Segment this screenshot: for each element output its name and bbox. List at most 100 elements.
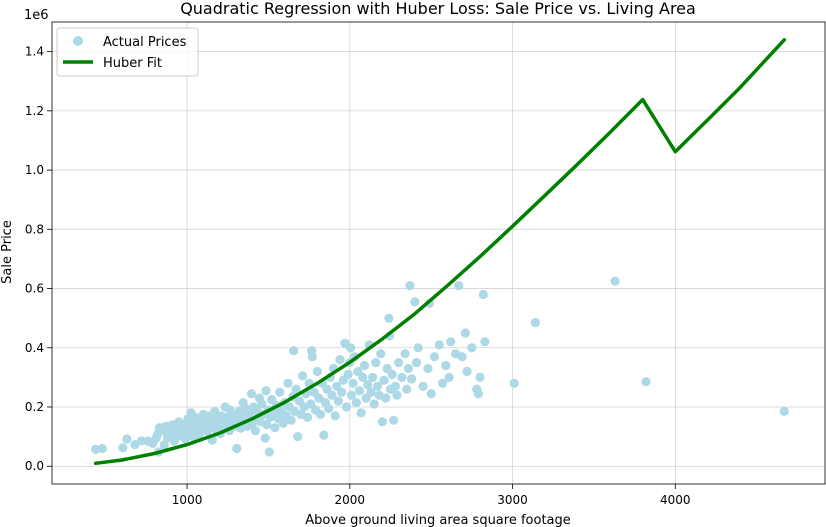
data-point: [298, 371, 308, 381]
x-axis-ticks: 1000 2000 3000 4000: [172, 484, 691, 507]
data-point: [434, 340, 444, 350]
data-point: [410, 297, 420, 307]
data-point: [377, 417, 387, 427]
y-tick-label: 0.6: [25, 282, 44, 296]
fit-line-series: [93, 38, 787, 466]
data-point: [327, 390, 337, 400]
x-tick-label: 3000: [497, 493, 528, 507]
data-point: [289, 346, 299, 356]
data-point: [286, 415, 296, 425]
data-point: [118, 443, 128, 453]
data-point: [275, 387, 285, 397]
data-point: [509, 378, 519, 388]
data-point: [372, 381, 383, 391]
data-point: [402, 384, 412, 394]
data-point: [454, 281, 464, 291]
axes: [51, 21, 826, 485]
data-point: [366, 387, 376, 397]
data-point: [429, 352, 439, 362]
data-point: [278, 418, 288, 428]
data-point: [324, 403, 334, 414]
data-point: [358, 372, 368, 382]
data-point: [136, 436, 147, 446]
legend: Actual Prices Huber Fit: [56, 27, 199, 77]
data-point: [314, 393, 324, 403]
legend-box: [56, 27, 199, 77]
data-point: [418, 381, 428, 391]
data-point: [403, 363, 413, 374]
data-point: [319, 430, 329, 440]
x-tick-label: 2000: [335, 493, 366, 507]
data-point: [446, 337, 456, 347]
data-point: [438, 378, 448, 388]
data-point: [337, 387, 347, 397]
data-point: [97, 443, 107, 454]
data-point: [293, 432, 303, 442]
data-point: [478, 289, 488, 300]
legend-label-huber-fit: Huber Fit: [103, 56, 162, 71]
legend-marker-actual-prices: [73, 36, 83, 46]
data-point: [348, 378, 358, 388]
x-tick-label: 4000: [660, 493, 691, 507]
y-tick-label: 0.8: [25, 222, 44, 236]
data-point: [343, 369, 353, 379]
data-point: [261, 386, 271, 396]
data-point: [355, 386, 365, 396]
axes-frame: [51, 21, 826, 485]
data-point: [312, 366, 322, 377]
data-point: [91, 444, 101, 454]
data-point: [392, 390, 402, 400]
data-point: [779, 406, 789, 416]
data-point: [302, 412, 313, 422]
y-tick-label: 1.0: [25, 163, 44, 177]
legend-label-actual-prices: Actual Prices: [103, 35, 187, 50]
data-point: [390, 381, 400, 391]
data-point: [260, 433, 270, 443]
data-point: [368, 372, 378, 382]
data-point: [351, 398, 361, 408]
y-offset-label: 1e6: [24, 8, 49, 23]
y-tick-label: 0.4: [25, 341, 44, 355]
huber-fit-line: [93, 38, 787, 466]
data-point: [641, 377, 651, 387]
data-point: [475, 372, 485, 382]
data-point: [384, 313, 394, 323]
data-point: [423, 363, 433, 374]
data-point: [346, 343, 356, 353]
data-point: [369, 399, 379, 409]
data-point: [480, 337, 490, 347]
data-point: [397, 372, 407, 382]
data-point: [441, 360, 451, 371]
data-point: [315, 409, 326, 419]
data-point: [610, 276, 620, 286]
data-point: [413, 343, 423, 353]
data-point: [467, 343, 477, 353]
data-point: [333, 396, 343, 406]
data-point: [457, 352, 467, 362]
data-point: [379, 375, 389, 385]
data-point: [530, 318, 540, 328]
data-point: [359, 360, 370, 371]
y-axis-label: Sale Price: [0, 220, 15, 284]
data-point: [444, 372, 454, 382]
data-point: [291, 384, 301, 394]
x-tick-label: 1000: [172, 493, 203, 507]
data-point: [335, 355, 345, 365]
data-point: [426, 389, 436, 399]
grid-lines: [52, 22, 825, 484]
data-point: [462, 366, 472, 377]
data-point: [473, 389, 483, 399]
data-point: [363, 380, 373, 390]
data-point: [250, 426, 260, 436]
data-point: [246, 389, 256, 399]
data-point: [376, 349, 386, 359]
data-point: [330, 411, 340, 421]
data-point: [264, 447, 274, 457]
data-point: [405, 281, 415, 291]
chart-title: Quadratic Regression with Huber Loss: Sa…: [180, 0, 696, 18]
data-point: [307, 352, 317, 362]
data-point: [283, 378, 293, 388]
y-tick-label: 0.0: [25, 459, 44, 473]
data-point: [232, 443, 242, 454]
data-point: [262, 420, 272, 430]
